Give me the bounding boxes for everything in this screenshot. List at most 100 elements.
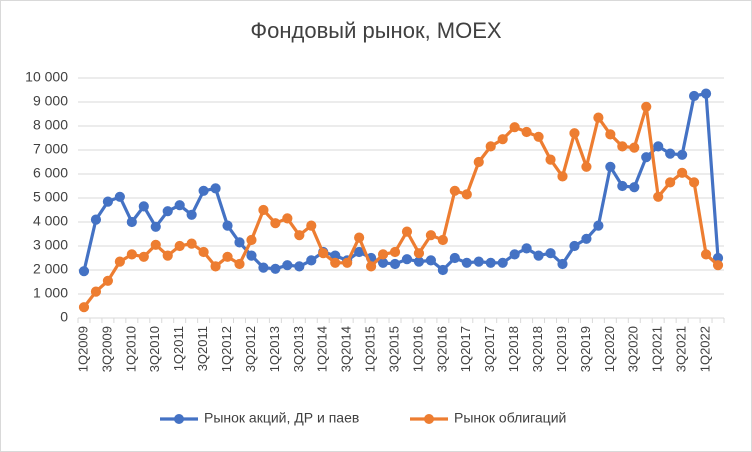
data-point <box>641 152 652 163</box>
data-point <box>425 230 437 241</box>
data-point <box>461 257 472 268</box>
series-layer <box>78 88 724 313</box>
x-tick-label: 3Q2011 <box>195 326 210 371</box>
x-tick-label: 3Q2014 <box>339 326 354 372</box>
data-point <box>377 249 389 260</box>
data-point <box>210 261 221 272</box>
data-point <box>198 185 209 196</box>
data-point <box>102 275 114 286</box>
data-point <box>270 263 281 274</box>
data-point <box>162 206 173 217</box>
data-point <box>497 134 508 145</box>
data-point <box>270 218 281 229</box>
data-point <box>246 234 257 246</box>
data-point <box>186 238 197 249</box>
data-point <box>294 230 305 241</box>
x-tick-label: 1Q2013 <box>267 326 282 372</box>
data-point <box>162 250 173 261</box>
x-tick-label: 3Q2012 <box>243 326 258 372</box>
x-tick-label: 1Q2018 <box>506 326 521 372</box>
data-point <box>282 260 293 271</box>
x-tick-label: 1Q2010 <box>123 326 138 372</box>
x-axis: 1Q2009 3Q2009 1Q2010 3Q2010 1Q2011 3Q2011 1Q20… <box>75 318 725 372</box>
data-point <box>174 240 185 252</box>
data-point <box>629 142 640 153</box>
data-point <box>521 243 532 254</box>
data-point <box>126 249 137 260</box>
legend-label: Рынок облигаций <box>454 410 566 426</box>
legend-item-1: Рынок акций, ДР и паев <box>160 410 359 426</box>
x-tick-label: 1Q2014 <box>315 326 330 372</box>
data-point <box>712 260 724 271</box>
x-tick-label: 3Q2019 <box>578 326 593 372</box>
data-point <box>557 258 568 270</box>
data-point <box>605 161 616 172</box>
data-point <box>665 148 676 159</box>
data-point <box>354 232 365 243</box>
data-point <box>282 213 293 224</box>
data-point <box>688 177 700 188</box>
data-point <box>473 256 484 267</box>
data-point <box>114 191 125 202</box>
x-tick-label: 3Q2010 <box>147 326 162 372</box>
data-point <box>306 255 317 266</box>
data-point <box>342 257 353 268</box>
data-point <box>306 220 317 231</box>
data-point <box>437 264 448 276</box>
data-point <box>509 122 520 133</box>
data-point <box>413 248 425 259</box>
data-point <box>653 141 664 152</box>
data-point <box>677 167 688 178</box>
data-point <box>389 246 401 258</box>
y-tick-label: 0 <box>60 309 68 325</box>
data-point <box>605 129 616 140</box>
data-point <box>138 251 149 262</box>
data-point <box>509 249 520 260</box>
data-point <box>401 254 413 265</box>
legend-swatch-marker <box>174 414 184 424</box>
y-tick-label: 10 000 <box>25 69 68 85</box>
x-tick-label: 3Q2016 <box>434 326 449 372</box>
data-point <box>222 220 233 231</box>
y-tick-label: 2 000 <box>33 261 68 277</box>
data-point <box>653 191 664 202</box>
data-point <box>557 171 568 182</box>
data-point <box>318 248 329 259</box>
data-point <box>401 226 413 237</box>
data-point <box>641 101 652 112</box>
data-point <box>617 180 628 192</box>
y-tick-label: 1 000 <box>33 285 68 301</box>
data-point <box>126 216 137 228</box>
data-point <box>461 189 472 200</box>
data-point <box>198 246 209 258</box>
data-point <box>593 112 604 123</box>
x-tick-label: 3Q2017 <box>482 326 497 372</box>
x-tick-label: 1Q2021 <box>650 326 665 372</box>
data-point <box>629 182 640 193</box>
data-point <box>114 256 125 267</box>
y-tick-label: 6 000 <box>33 165 68 181</box>
data-point <box>593 220 604 231</box>
y-tick-label: 3 000 <box>33 237 68 253</box>
legend-swatch-marker <box>424 414 434 424</box>
data-point <box>246 250 257 261</box>
data-point <box>150 221 161 232</box>
series-1 <box>78 88 724 277</box>
data-point <box>150 239 161 250</box>
data-point <box>78 302 90 313</box>
data-point <box>258 262 269 273</box>
data-point <box>138 201 149 212</box>
data-point <box>449 252 460 264</box>
data-point <box>365 261 377 272</box>
legend-item-2: Рынок облигаций <box>410 410 566 426</box>
x-tick-label: 1Q2012 <box>219 326 234 372</box>
data-point <box>485 141 496 152</box>
data-point <box>581 233 592 244</box>
data-point <box>700 88 712 99</box>
data-point <box>533 250 544 261</box>
data-point <box>330 257 341 268</box>
x-tick-label: 3Q2021 <box>674 326 689 372</box>
data-point <box>234 237 245 248</box>
data-point <box>102 196 114 207</box>
